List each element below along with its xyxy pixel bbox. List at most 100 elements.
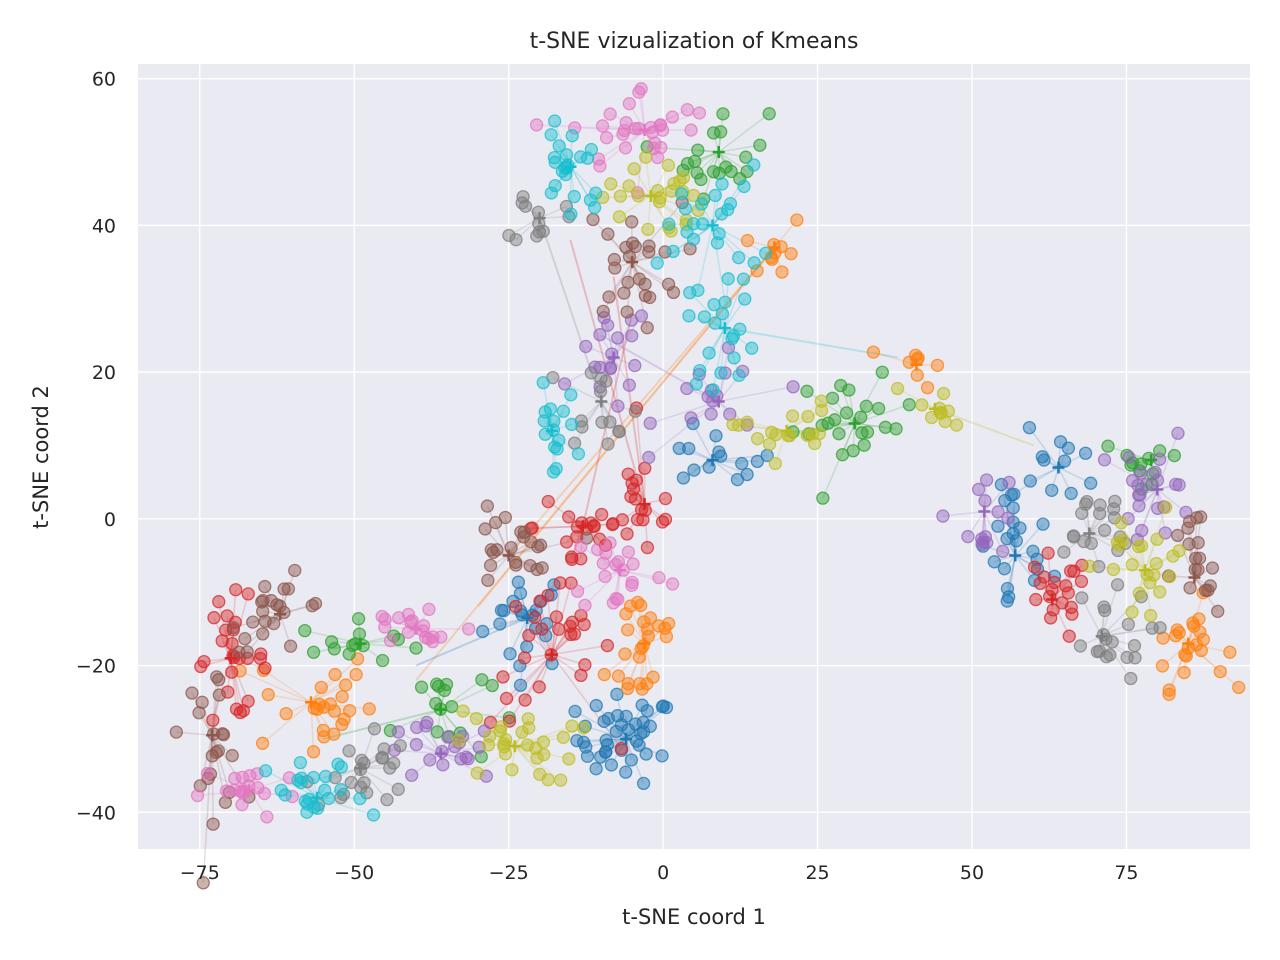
data-point bbox=[564, 388, 578, 402]
data-point bbox=[643, 416, 657, 430]
cluster-link bbox=[619, 569, 633, 584]
cluster-link bbox=[1176, 629, 1189, 645]
data-point bbox=[1196, 632, 1211, 647]
cluster-link bbox=[983, 511, 1004, 552]
cluster-center-marker bbox=[545, 424, 558, 437]
data-point bbox=[815, 418, 829, 432]
y-tick-label: −40 bbox=[76, 802, 116, 824]
data-point bbox=[334, 783, 348, 797]
data-point bbox=[511, 575, 526, 589]
data-point bbox=[1128, 651, 1142, 665]
cluster-center-marker bbox=[620, 732, 633, 745]
cluster-link bbox=[508, 545, 539, 557]
data-point bbox=[601, 227, 615, 241]
data-point bbox=[1171, 426, 1185, 440]
cluster-link bbox=[1088, 504, 1101, 534]
data-point bbox=[733, 172, 747, 186]
cluster-center-marker bbox=[1052, 461, 1065, 474]
data-point bbox=[595, 415, 609, 429]
cluster-link bbox=[1127, 488, 1158, 520]
data-point bbox=[714, 125, 728, 139]
data-point bbox=[553, 576, 567, 590]
data-point bbox=[477, 724, 492, 738]
data-point bbox=[716, 107, 730, 121]
data-point bbox=[522, 628, 536, 643]
cluster-link bbox=[547, 500, 584, 527]
data-point bbox=[994, 477, 1009, 492]
data-point bbox=[1037, 453, 1051, 467]
data-point bbox=[889, 422, 903, 436]
data-point bbox=[522, 721, 536, 735]
cluster-link bbox=[711, 164, 755, 226]
data-point bbox=[508, 555, 523, 569]
cluster-link bbox=[631, 202, 683, 263]
cluster-link bbox=[398, 731, 442, 755]
data-point bbox=[631, 189, 645, 203]
data-point bbox=[1108, 494, 1122, 509]
data-point bbox=[735, 456, 749, 471]
data-point bbox=[676, 471, 691, 485]
data-point bbox=[207, 611, 221, 625]
cluster-centers bbox=[206, 124, 1201, 804]
data-point bbox=[496, 670, 510, 684]
data-point bbox=[580, 749, 595, 763]
data-point bbox=[1006, 501, 1020, 515]
data-point bbox=[505, 763, 519, 777]
cluster-center-marker bbox=[1009, 549, 1022, 562]
cluster-link bbox=[1138, 488, 1158, 507]
data-point bbox=[377, 742, 391, 756]
data-point bbox=[594, 750, 608, 764]
cluster-link bbox=[967, 511, 986, 537]
data-point bbox=[645, 125, 660, 139]
y-tick-label: 20 bbox=[92, 362, 116, 384]
data-point bbox=[517, 530, 531, 544]
cluster-center-marker bbox=[224, 652, 237, 665]
data-point bbox=[577, 735, 591, 749]
data-point bbox=[342, 744, 356, 758]
cluster-center-marker bbox=[638, 124, 651, 137]
cluster-link bbox=[577, 569, 621, 592]
data-point bbox=[637, 615, 651, 629]
data-point bbox=[523, 558, 537, 573]
data-point bbox=[318, 783, 332, 797]
cluster-center-marker bbox=[706, 454, 719, 467]
data-point bbox=[429, 677, 444, 691]
data-point bbox=[680, 225, 694, 239]
cluster-link bbox=[1188, 642, 1231, 653]
data-point bbox=[577, 617, 591, 632]
cluster-center-marker bbox=[410, 622, 422, 635]
data-point bbox=[445, 699, 459, 714]
cluster-link bbox=[617, 643, 646, 677]
cluster-link bbox=[934, 407, 1035, 447]
data-point bbox=[1106, 562, 1121, 577]
data-point bbox=[1162, 687, 1176, 701]
data-point bbox=[859, 399, 873, 413]
cluster-link bbox=[551, 633, 572, 656]
data-point bbox=[212, 595, 226, 609]
data-point bbox=[600, 638, 615, 653]
data-point bbox=[260, 810, 274, 824]
data-point bbox=[790, 213, 804, 227]
data-point bbox=[537, 748, 551, 762]
data-point bbox=[1125, 473, 1140, 488]
data-point bbox=[327, 727, 341, 741]
data-point bbox=[636, 776, 651, 791]
cluster-link bbox=[528, 634, 553, 656]
data-point bbox=[246, 615, 260, 629]
cluster-link bbox=[724, 278, 745, 329]
data-point bbox=[383, 761, 397, 775]
data-point bbox=[482, 729, 497, 743]
data-point bbox=[226, 620, 240, 635]
cluster-link bbox=[1014, 554, 1038, 570]
data-point bbox=[261, 688, 275, 702]
data-point bbox=[513, 678, 528, 692]
cluster-link bbox=[712, 459, 738, 481]
cluster-link bbox=[690, 400, 720, 419]
data-point bbox=[328, 770, 342, 785]
data-point bbox=[1205, 561, 1220, 575]
data-point bbox=[769, 428, 783, 442]
cluster-link bbox=[1028, 427, 1060, 468]
cluster-link bbox=[415, 616, 528, 667]
data-point bbox=[621, 545, 636, 559]
cluster-center-marker bbox=[521, 611, 534, 624]
